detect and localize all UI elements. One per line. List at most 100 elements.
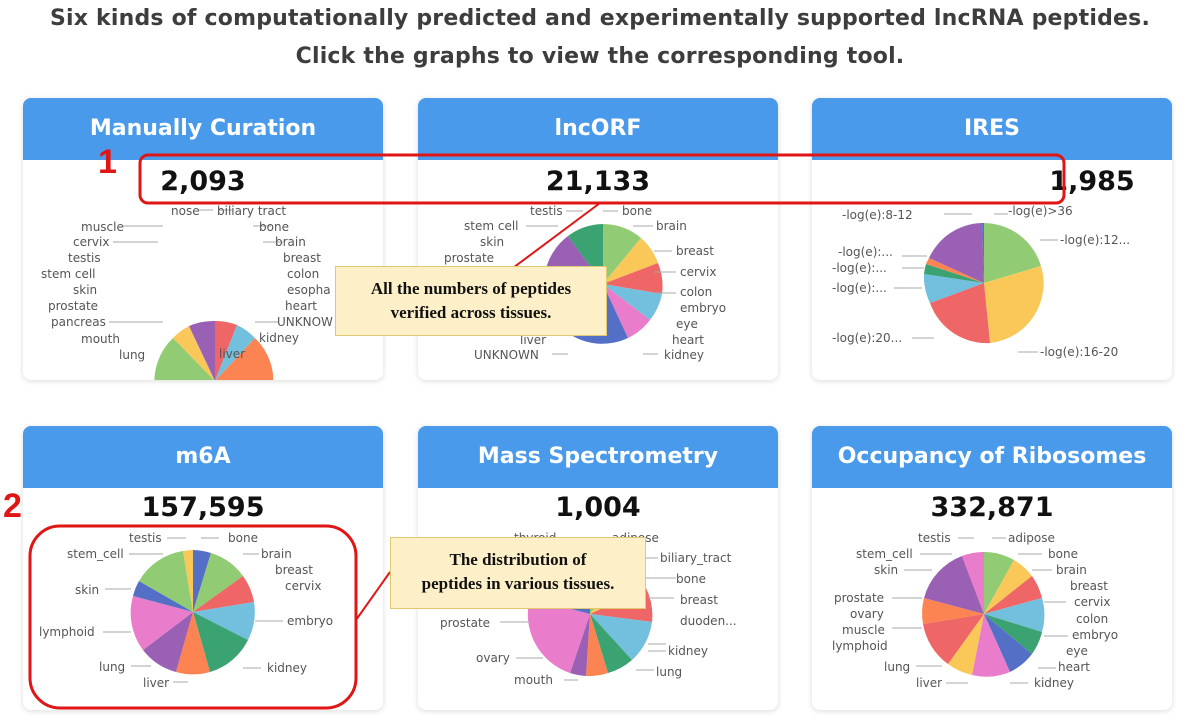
pie-label: mouth (81, 332, 120, 346)
pie-label: breast (1070, 579, 1108, 593)
callout-1-line-1: All the numbers of peptides (370, 279, 572, 298)
pie-label: -log(e):16-20 (1040, 345, 1118, 359)
evalue-pie-chart[interactable]: -log(e):8-12 -log(e)>36 -log(e):12... -l… (812, 98, 1172, 380)
pie-label: -log(e):8-12 (842, 208, 913, 222)
pie-label: ovary (850, 607, 884, 621)
pie-label: skin (73, 283, 97, 297)
card-m6a[interactable]: m6A 157,595 testis bone stem_cell (23, 426, 383, 710)
pie-label: stem cell (464, 219, 519, 233)
pie-label: stem_cell (856, 547, 913, 561)
card-title: lncORF (418, 98, 778, 160)
pie-label: skin (75, 583, 99, 597)
pie-label: prostate (48, 299, 98, 313)
pie-label: brain (261, 547, 292, 561)
pie-label: breast (680, 593, 718, 607)
card-title: IRES (812, 98, 1172, 160)
pie-label: adipose (1008, 531, 1055, 545)
pie-label: colon (680, 285, 712, 299)
pie-label: eye (1066, 644, 1088, 658)
pie-label: lung (99, 660, 125, 674)
marker-1: 1 (98, 143, 117, 181)
pie-label: bone (228, 531, 258, 545)
pie-label: brain (275, 235, 306, 249)
card-manual-curation[interactable]: Manually Curation 2,093 nose biliary tra… (23, 98, 383, 380)
card-lncorf[interactable]: lncORF 21,133 testis bone stem cell brai… (418, 98, 778, 380)
pie-label: kidney (267, 661, 307, 675)
page-header: Six kinds of computationally predicted a… (0, 0, 1200, 76)
pie-label: UNKNOW (277, 315, 333, 329)
pie-label: stem_cell (67, 547, 124, 561)
pie-label: liver (143, 676, 169, 690)
pie-label: pancreas (51, 315, 106, 329)
pie-label: esopha (287, 283, 331, 297)
tissue-pie-chart[interactable]: testis adipose stem_cell bone skin brain… (812, 426, 1172, 710)
card-occupancy-ribosomes[interactable]: Occupancy of Ribosomes 332,871 (812, 426, 1172, 710)
pie-label: muscle (842, 623, 885, 637)
tissue-pie-chart[interactable]: nose biliary tract muscle bone cervix br… (23, 98, 383, 380)
pie-label: skin (874, 563, 898, 577)
pie-label: lymphoid (39, 625, 95, 639)
peptide-count: 157,595 (141, 492, 265, 523)
pie-label: heart (285, 299, 317, 313)
pie-label: bone (676, 572, 706, 586)
pie-label: breast (283, 251, 321, 265)
card-title: Mass Spectrometry (418, 426, 778, 488)
pie-label: embryo (287, 614, 333, 628)
callout-2-line-2: peptides in various tissues. (421, 574, 615, 593)
pie-label: prostate (444, 251, 494, 265)
card-title: Occupancy of Ribosomes (812, 426, 1172, 488)
pie-label: bone (622, 204, 652, 218)
pie-label: duoden... (680, 614, 737, 628)
pie-label: -log(e):... (838, 245, 893, 259)
pie-label: lung (119, 348, 145, 362)
callout-peptide-numbers: All the numbers of peptides verified acr… (335, 266, 607, 336)
pie-label: liver (520, 333, 546, 347)
pie-label: kidney (259, 331, 299, 345)
pie-label: mouth (514, 673, 553, 687)
marker-2: 2 (3, 487, 22, 525)
pie-label: cervix (73, 235, 109, 249)
pie-label: testis (129, 531, 162, 545)
pie-label: skin (480, 235, 504, 249)
pie-label: nose (171, 204, 200, 218)
pie-label: biliary tract (217, 204, 286, 218)
pie-label: lung (884, 660, 910, 674)
callout-2-line-1: The distribution of (449, 550, 587, 569)
pie-label: bone (259, 220, 289, 234)
pie-label: liver (219, 347, 245, 361)
pie-label: kidney (664, 348, 704, 362)
pie-label: kidney (1034, 676, 1074, 690)
pie-label: brain (1056, 563, 1087, 577)
peptide-count: 1,004 (555, 492, 641, 523)
card-title: Manually Curation (23, 98, 383, 160)
pie-label: prostate (440, 616, 490, 630)
pie-label: liver (916, 676, 942, 690)
pie-label: heart (1058, 660, 1090, 674)
pie-label: cervix (1074, 595, 1110, 609)
card-ires[interactable]: IRES 1,985 -log(e):8-12 -log(e)>36 -log(… (812, 98, 1172, 380)
pie-label: lymphoid (832, 639, 888, 653)
pie-label: embryo (1072, 628, 1118, 642)
card-title: m6A (23, 426, 383, 488)
pie-label: lung (656, 665, 682, 679)
pie-label: embryo (680, 301, 726, 315)
pie-label: biliary_tract (660, 551, 732, 565)
pie-label: UNKNOWN (474, 348, 539, 362)
callout-1-line-2: verified across tissues. (390, 303, 552, 322)
pie-label: -log(e)>36 (1008, 204, 1073, 218)
pie-label: kidney (668, 644, 708, 658)
pie-label: eye (676, 317, 698, 331)
header-line-1: Six kinds of computationally predicted a… (50, 6, 1150, 31)
header-line-2: Click the graphs to view the correspondi… (295, 44, 905, 69)
pie-label: brain (656, 219, 687, 233)
tissue-pie-chart[interactable]: testis bone stem cell brain skin prostat… (418, 98, 778, 380)
tissue-pie-chart[interactable]: testis bone stem_cell brain breast cervi… (23, 426, 383, 710)
pie-label: bone (1048, 547, 1078, 561)
pie-label: testis (918, 531, 951, 545)
pie-label: ovary (476, 651, 510, 665)
peptide-count: 332,871 (930, 492, 1054, 523)
pie-label: -log(e):... (832, 281, 887, 295)
pie-label: breast (676, 244, 714, 258)
pie-label: -log(e):20... (832, 331, 902, 345)
pie-label: -log(e):12... (1060, 233, 1130, 247)
